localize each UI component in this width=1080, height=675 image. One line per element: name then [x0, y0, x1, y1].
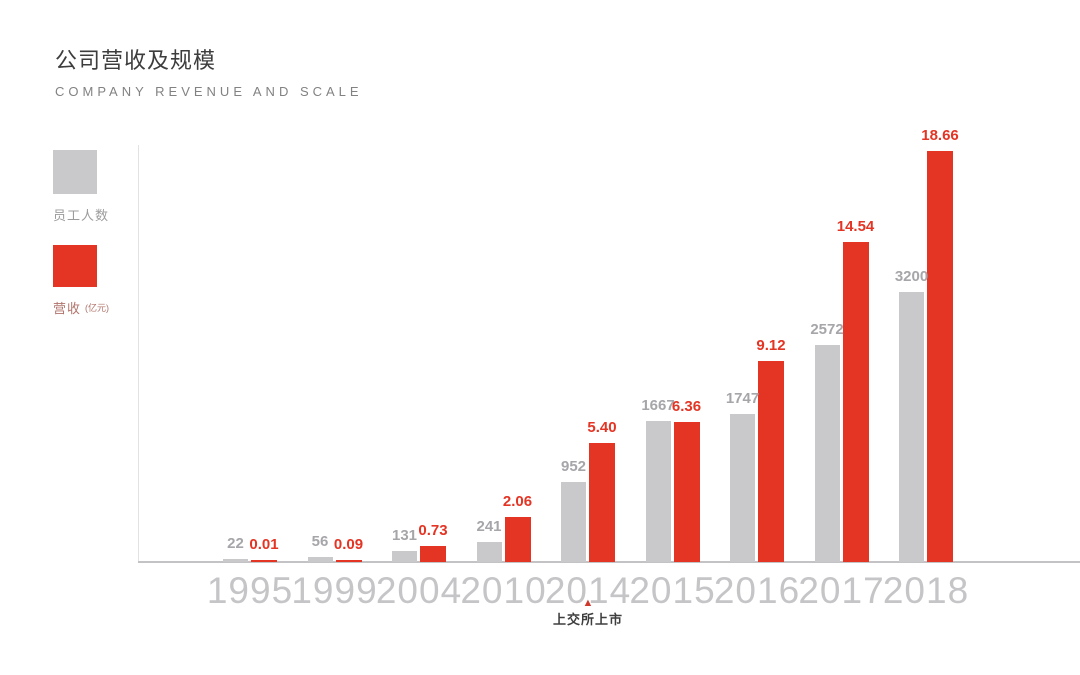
revenue-value-label-2017: 14.54: [836, 218, 875, 235]
page-title: 公司营收及规模: [55, 48, 217, 73]
revenue-value-label-2004: 0.73: [418, 522, 448, 539]
x-axis-line: [138, 561, 1080, 563]
year-label-2004: 2004: [375, 570, 463, 611]
employees-bar-2010: [476, 542, 502, 562]
employees-bar-1999: [307, 557, 333, 562]
revenue-bar-2004: [420, 546, 446, 562]
employees-bar-2004: [392, 551, 417, 562]
revenue-legend-swatch: [53, 245, 97, 287]
year-label-2010: 2010: [460, 570, 547, 611]
employees-bar-2014: [561, 482, 586, 562]
revenue-value-label-2015: 6.36: [671, 398, 702, 415]
revenue-bar-2018: [927, 151, 953, 562]
year-label-2017: 2017: [798, 570, 885, 611]
employees-value-label-2017: 2572: [810, 321, 844, 338]
revenue-value-label-2014: 5.40: [587, 419, 617, 436]
ipo-annotation-label: 上交所上市: [552, 612, 624, 627]
year-label-1999: 1999: [291, 570, 378, 611]
employees-value-label-1995: 22: [227, 535, 244, 552]
employees-bar-1995: [223, 559, 248, 562]
y-axis-line: [138, 145, 139, 562]
revenue-bar-2010: [504, 517, 531, 562]
employees-legend-swatch: [53, 150, 97, 194]
revenue-value-label-1995: 0.01: [249, 536, 279, 553]
revenue-value-label-2018: 18.66: [921, 127, 959, 144]
year-label-1995: 1995: [206, 570, 294, 611]
revenue-value-label-2016: 9.12: [756, 337, 786, 354]
employees-bar-2015: [645, 421, 671, 562]
revenue-bar-2014: [589, 443, 615, 562]
revenue-bar-2017: [842, 242, 869, 562]
ipo-marker-icon: ▲: [582, 597, 594, 609]
year-label-2016: 2016: [713, 570, 801, 611]
employees-value-label-2018: 3200: [894, 268, 929, 285]
chart-header: 公司营收及规模 COMPANY REVENUE AND SCALE: [55, 43, 363, 99]
employees-bar-2016: [730, 414, 755, 562]
employees-value-label-2010: 241: [476, 518, 502, 535]
revenue-legend-text: 营收: [53, 301, 82, 316]
revenue-unit-label: (亿元): [85, 303, 110, 313]
employees-value-label-2004: 131: [391, 527, 418, 544]
year-label-2015: 2015: [629, 570, 716, 611]
page-subtitle: COMPANY REVENUE AND SCALE: [55, 84, 363, 99]
year-label-2018: 2018: [882, 570, 970, 611]
year-label-2014: 2014: [544, 570, 632, 611]
revenue-bar-1999: [335, 560, 362, 562]
revenue-bar-2015: [673, 422, 700, 562]
employees-value-label-2014: 952: [560, 458, 587, 475]
employees-value-label-2015: 1667: [641, 397, 675, 414]
employees-legend-label: 员工人数: [53, 208, 110, 223]
chart-legend: 员工人数 营收 (亿元): [53, 150, 153, 317]
employees-bar-2017: [814, 345, 840, 562]
revenue-value-label-2010: 2.06: [502, 493, 533, 510]
revenue-bar-2016: [758, 361, 784, 562]
revenue-legend-label: 营收 (亿元): [53, 298, 153, 317]
employees-bar-2018: [899, 292, 924, 562]
revenue-bar-1995: [251, 560, 277, 562]
employees-value-label-1999: 56: [311, 533, 329, 550]
employees-value-label-2016: 1747: [725, 390, 760, 407]
revenue-value-label-1999: 0.09: [333, 536, 364, 553]
